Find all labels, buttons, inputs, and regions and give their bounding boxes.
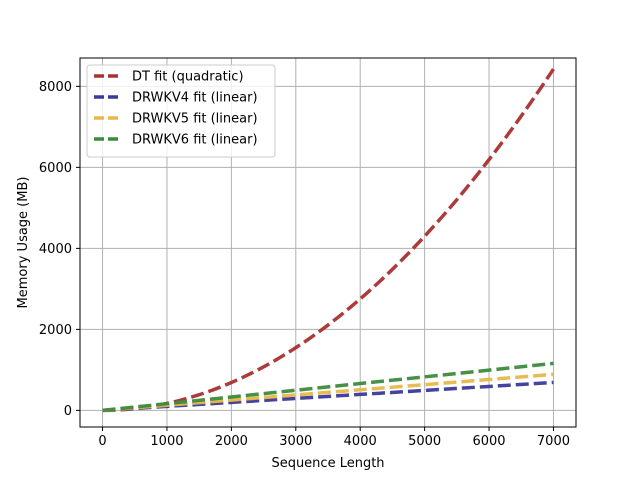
legend-label: DRWKV6 fit (linear): [132, 133, 258, 148]
x-axis-title: Sequence Length: [271, 456, 384, 471]
legend: DT fit (quadratic) DRWKV4 fit (linear) DRW…: [86, 64, 276, 158]
x-tick-label: 2000: [215, 434, 248, 449]
x-tick-label: 0: [98, 434, 106, 449]
series-lines: [102, 68, 555, 413]
x-tick-label: 6000: [472, 434, 505, 449]
y-axis-title: Memory Usage (MB): [16, 177, 31, 309]
y-tick-label: 8000: [39, 80, 72, 95]
axis-ticks: 0 1000 2000 3000 4000 5000 6000 7000 0 2000 4000 60…: [39, 80, 570, 449]
x-tick-label: 3000: [279, 434, 312, 449]
plot-frame: [79, 57, 577, 428]
x-tick-label: 4000: [344, 434, 377, 449]
y-tick-label: 4000: [39, 242, 72, 257]
y-tick-label: 6000: [39, 161, 72, 176]
legend-box: [86, 64, 276, 158]
legend-label: DT fit (quadratic): [132, 70, 244, 85]
series-line-4: [102, 361, 554, 413]
y-tick-label: 2000: [39, 323, 72, 338]
series-line-3: [102, 372, 554, 413]
y-tick-label: 0: [64, 404, 72, 419]
x-tick-label: 1000: [150, 434, 183, 449]
legend-label: DRWKV5 fit (linear): [132, 112, 258, 127]
x-tick-label: 7000: [537, 434, 570, 449]
x-tick-label: 5000: [408, 434, 441, 449]
legend-label: DRWKV4 fit (linear): [132, 91, 258, 106]
